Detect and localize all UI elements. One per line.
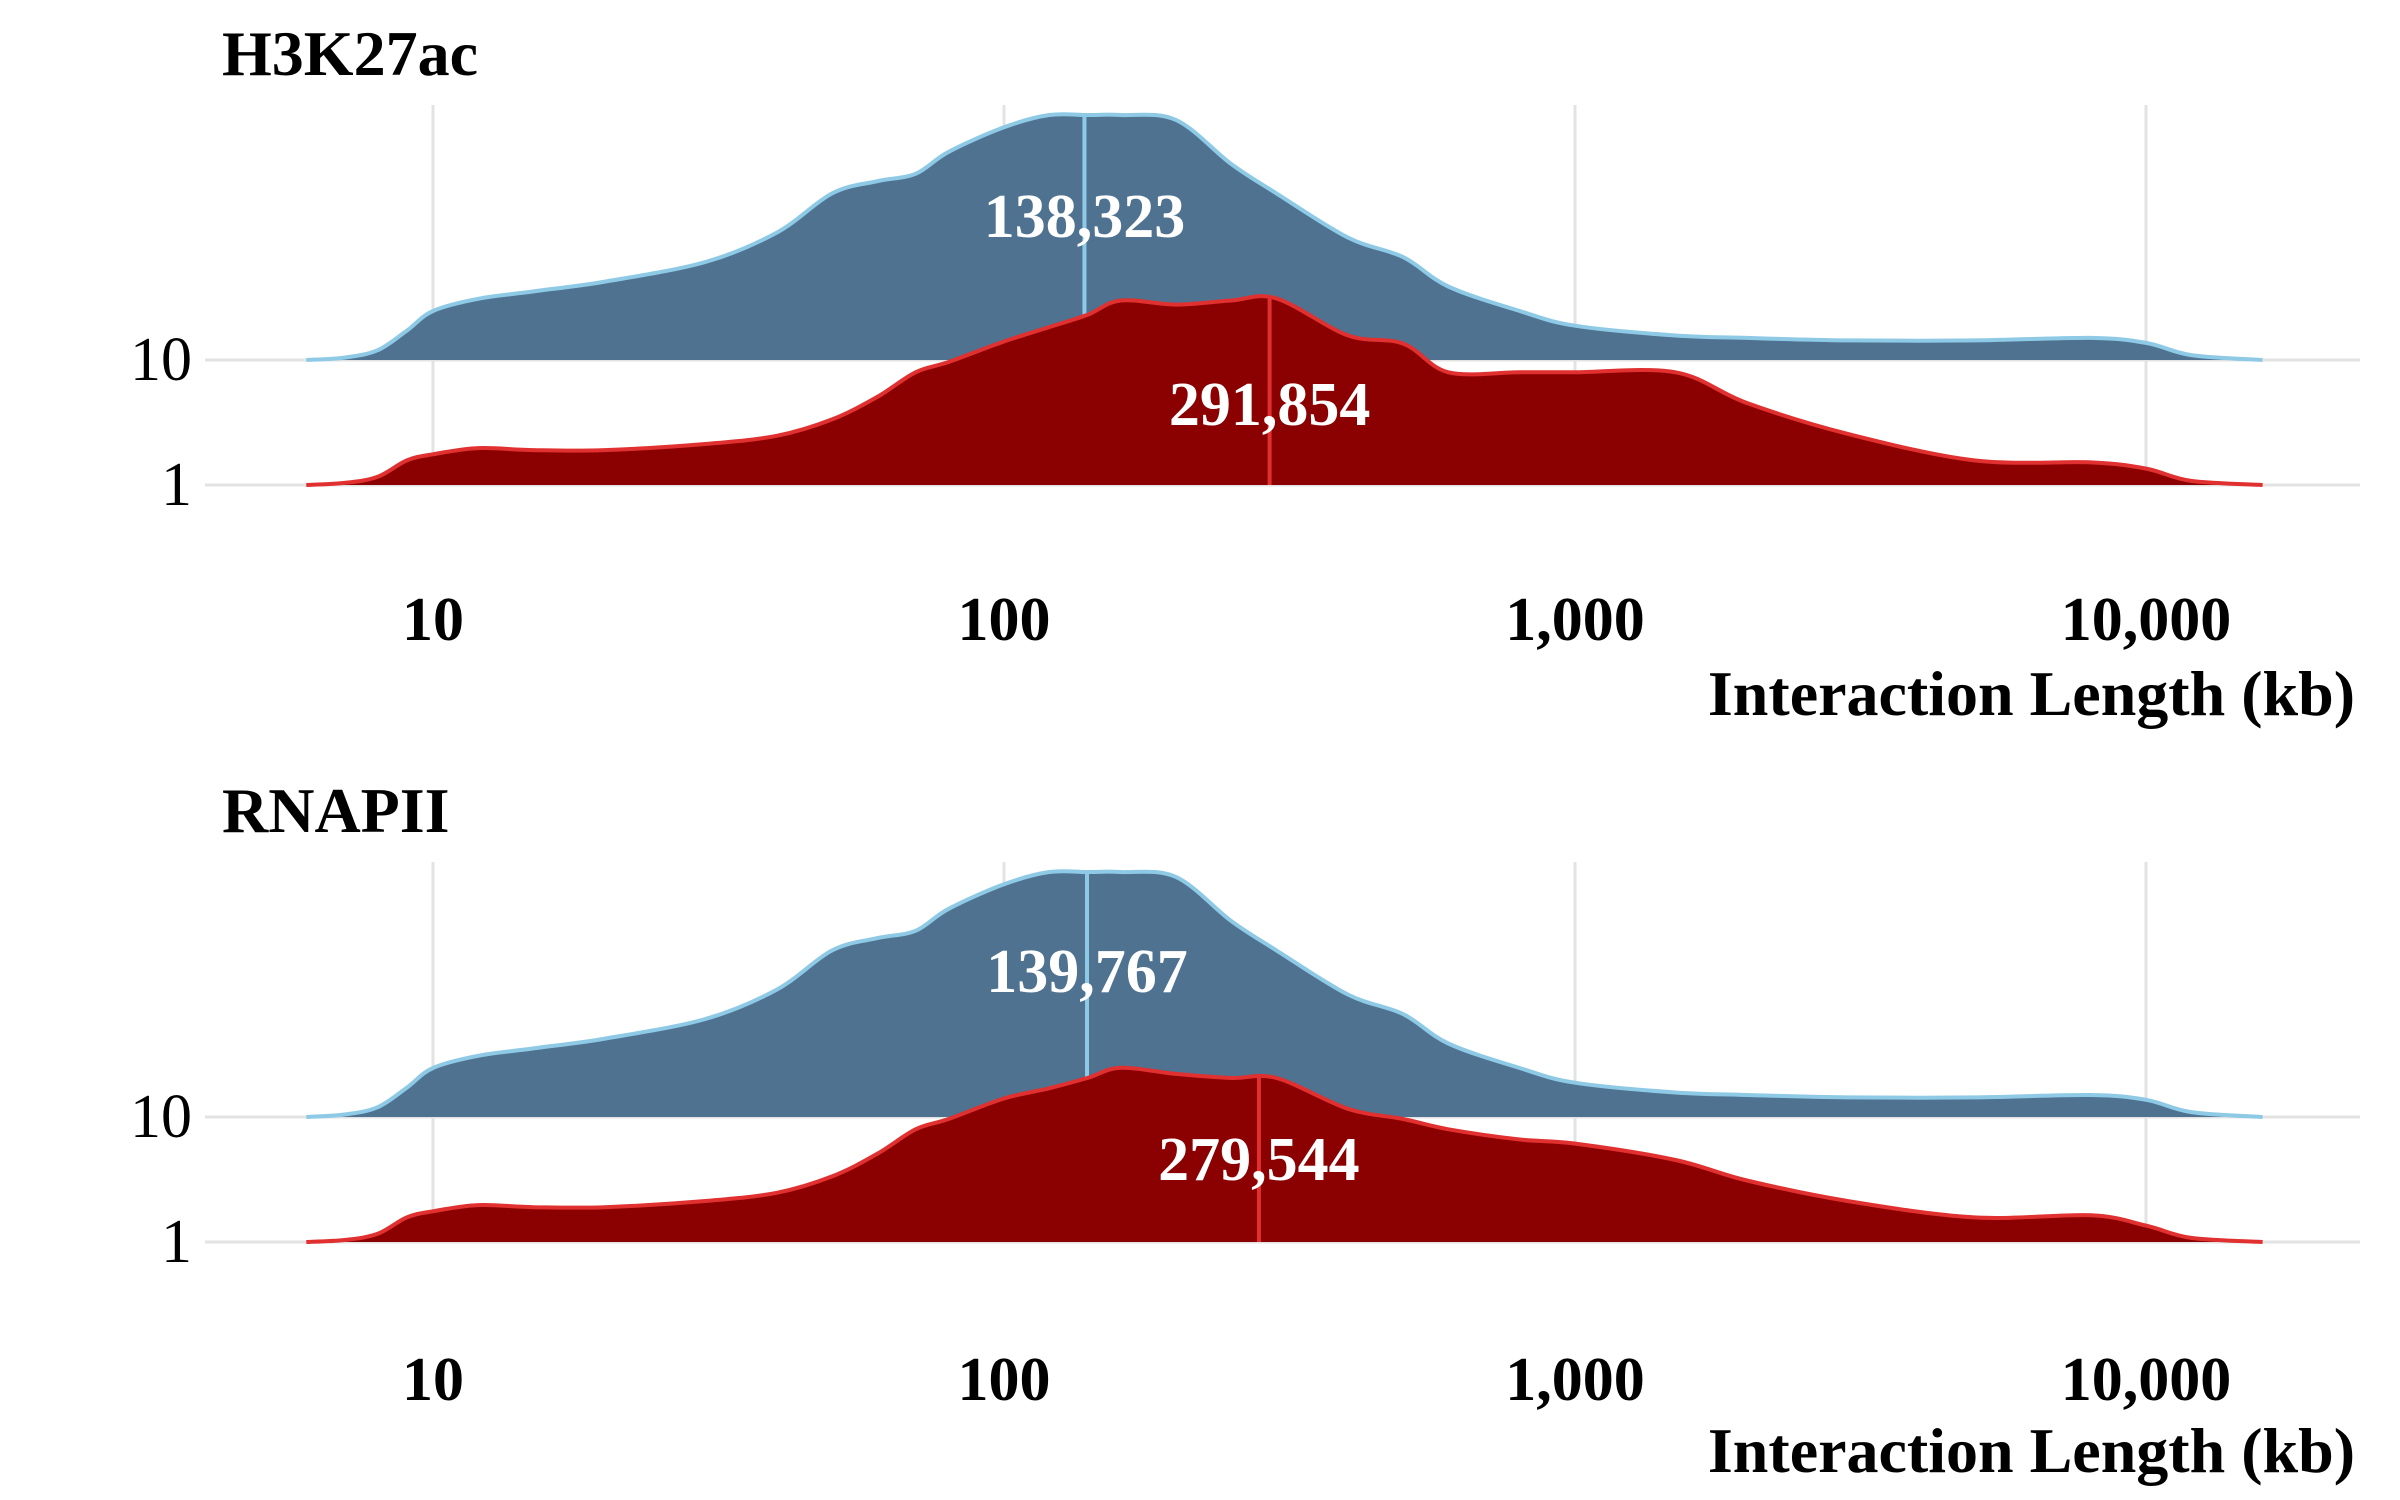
x-tick-label: 10: [402, 586, 464, 654]
density-line-10: [306, 112, 2263, 362]
median-label-10: 138,323: [984, 183, 1186, 251]
panel-title: RNAPII: [222, 775, 450, 846]
y-tick-label: 1: [161, 451, 192, 519]
x-tick-label: 10: [402, 1346, 464, 1414]
x-tick-label: 1,000: [1505, 586, 1645, 654]
median-label-10: 139,767: [986, 938, 1188, 1006]
x-tick-label: 10,000: [2061, 586, 2232, 654]
density-line-1: [306, 1065, 2263, 1244]
x-tick-label: 100: [958, 586, 1051, 654]
x-axis-label: Interaction Length (kb): [1708, 1415, 2355, 1486]
y-tick-label: 10: [130, 1083, 192, 1151]
y-tick-label: 10: [130, 326, 192, 394]
panel-0: H3K27ac 138,323 291,854 10 1 10 100 1,000 10,000…: [130, 18, 2360, 729]
density-line-1: [306, 294, 2263, 487]
x-tick-label: 10,000: [2061, 1346, 2232, 1414]
x-tick-label: 100: [958, 1346, 1051, 1414]
density-area-10: [306, 871, 2263, 1117]
density-area-1: [306, 296, 2263, 485]
density-line-10: [306, 869, 2263, 1119]
y-tick-label: 1: [161, 1208, 192, 1276]
median-label-1: 279,544: [1158, 1126, 1360, 1194]
x-tick-label: 1,000: [1505, 1346, 1645, 1414]
panel-1: RNAPII 139,767 279,544 10 1 10 100 1,000 10,000I…: [130, 775, 2360, 1486]
x-axis-label: Interaction Length (kb): [1708, 658, 2355, 729]
density-area-10: [306, 114, 2263, 360]
density-area-1: [306, 1067, 2263, 1242]
panel-title: H3K27ac: [222, 18, 478, 89]
median-label-1: 291,854: [1169, 371, 1371, 439]
